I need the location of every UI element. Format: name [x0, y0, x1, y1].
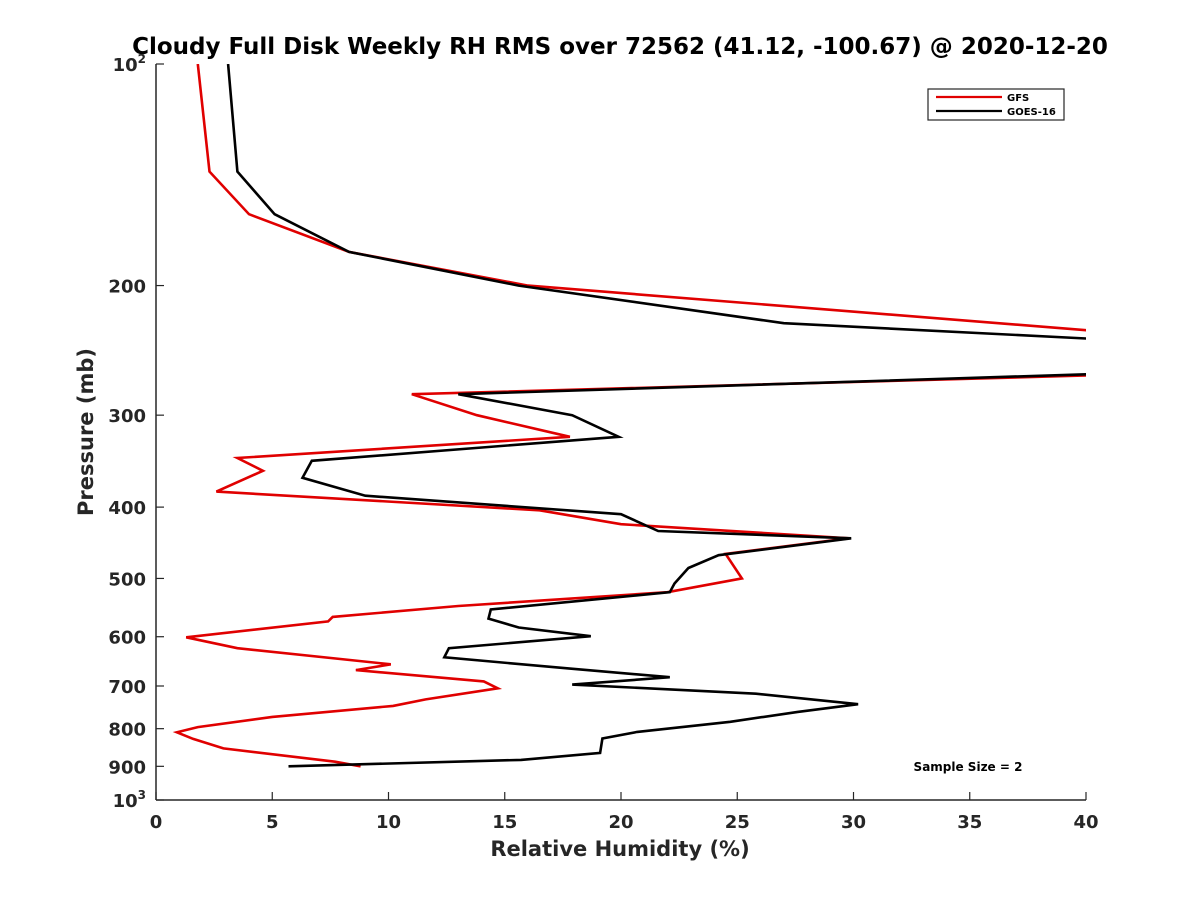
x-tick-label: 5 — [266, 812, 279, 833]
legend[interactable]: GFS GOES-16 — [927, 88, 1065, 121]
chart-title: Cloudy Full Disk Weekly RH RMS over 7256… — [132, 34, 1108, 60]
x-axis-label: Relative Humidity (%) — [490, 837, 749, 861]
x-tick-label: 35 — [957, 812, 982, 833]
y-tick-label: 400 — [108, 498, 146, 519]
y-tick-exponent: 3 — [138, 788, 146, 802]
x-tick-label: 0 — [150, 812, 163, 833]
series-line-goes16 — [226, 64, 1086, 768]
y-tick-exponent: 2 — [138, 52, 146, 66]
y-tick-label: 102 — [113, 52, 146, 76]
x-tick-label: 30 — [841, 812, 866, 833]
sample-size-annotation: Sample Size = 2 — [914, 760, 1023, 774]
x-tick-label: 40 — [1073, 812, 1098, 833]
y-tick-label: 103 — [113, 788, 146, 812]
y-tick-label: 700 — [108, 677, 146, 698]
y-tick-label: 900 — [108, 757, 146, 778]
legend-label-goes16: GOES-16 — [1007, 107, 1056, 118]
y-tick-label: 200 — [108, 277, 146, 298]
y-tick-base: 10 — [113, 791, 138, 812]
x-tick-label: 25 — [725, 812, 750, 833]
x-tick-label: 10 — [376, 812, 401, 833]
series-line-gfs — [172, 64, 1086, 768]
y-tick-base: 10 — [113, 55, 138, 76]
x-tick-label: 15 — [492, 812, 517, 833]
legend-box — [927, 88, 1065, 121]
y-tick-label: 300 — [108, 406, 146, 427]
y-tick-label: 600 — [108, 628, 146, 649]
series-layer — [172, 64, 1086, 768]
y-tick-label: 800 — [108, 720, 146, 741]
y-tick-label: 500 — [108, 569, 146, 590]
legend-label-gfs: GFS — [1007, 93, 1029, 104]
x-tick-label: 20 — [608, 812, 633, 833]
x-ticks: 0 5 10 15 20 25 30 35 40 — [150, 792, 1099, 833]
y-axis-label: Pressure (mb) — [74, 348, 98, 516]
